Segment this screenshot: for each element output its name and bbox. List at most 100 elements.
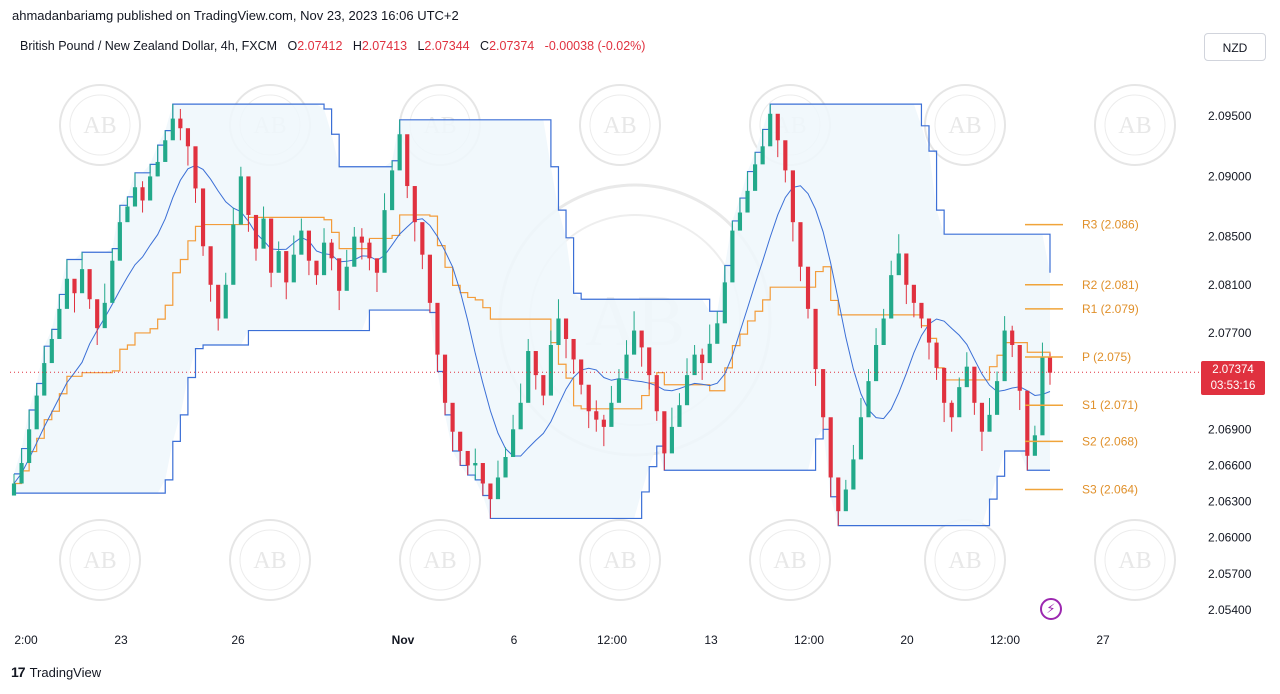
y-tick-label: 2.08100 [1208,278,1252,292]
candle-body [957,387,962,418]
candle-body [662,411,667,454]
candle-body [208,246,213,285]
candle-body [858,417,864,460]
candle-body [178,118,183,129]
candle-body [253,214,259,249]
candle-body [904,253,909,285]
candle-body [1047,357,1053,373]
candle-body [866,381,871,418]
watermark-seal [1094,519,1176,601]
candle-body [503,456,508,478]
candle-body [261,218,266,249]
candle-body [140,187,145,201]
candle-body [337,258,342,291]
candle-body [942,367,947,403]
candle-body [450,402,455,432]
y-tick-label: 2.09000 [1208,169,1252,183]
watermark-seal-inner [69,529,131,591]
watermark-seal-inner [409,529,471,591]
candle-body [276,251,281,273]
candle-body [185,128,191,147]
channel-basis-line [14,214,1051,485]
channel-upper-line [14,103,1051,475]
candle-body [730,230,735,283]
y-tick-label: 2.06900 [1208,422,1252,436]
candle-body [760,146,765,165]
candle-body [526,351,531,403]
moving-average-line [13,164,1051,484]
candle-body [647,347,652,376]
candle-body [949,402,954,418]
x-tick-label: 6 [511,633,518,647]
current-price-tag: 2.07374 03:53:16 [1201,361,1265,395]
candle-body [616,378,622,403]
candle-body [737,212,743,231]
candle-body [805,266,811,309]
candle-body [412,186,417,223]
watermark-text: AB [83,548,116,574]
candle-body [579,359,584,385]
candle-body [783,140,788,171]
candle-body [390,170,395,211]
footer-brand: TradingView [29,664,102,680]
candle-body [382,210,387,273]
candle-body [609,402,614,427]
candle-body [586,384,591,412]
tradingview-logo[interactable]: 17 TradingView [11,664,101,680]
candle-body [246,176,251,215]
pivot-label-r2: R2 (2.081) [1082,278,1139,292]
candle-body [1017,345,1022,391]
currency-button[interactable]: NZD [1204,33,1266,61]
publisher-line: ahmadanbariamg published on TradingView.… [12,8,459,23]
bar-countdown: 03:53:16 [1210,380,1256,392]
candle-body [533,351,538,376]
candle-body [911,284,916,303]
candle-body [541,375,546,396]
watermark-text: AB [1118,113,1151,139]
watermark-text: AB [1118,548,1151,574]
candle-body [216,284,221,319]
candle-body [768,113,773,147]
x-tick-label: 12:00 [597,633,627,647]
candle-body [42,363,47,396]
watermark-text: AB [253,548,286,574]
watermark-seal-inner [934,94,996,156]
lightning-icon[interactable]: ⚡ [1040,598,1062,620]
y-tick-label: 2.06300 [1208,495,1252,509]
candle-body [458,431,463,451]
candle-body [873,345,879,382]
x-tick-label: 23 [114,633,128,647]
candle-body [87,269,92,300]
watermark-seal [59,519,141,601]
candle-body [314,260,319,276]
symbol-name: British Pound / New Zealand Dollar, 4h, … [20,39,278,53]
candle-body [223,284,228,319]
candle-body [170,118,175,141]
candle-body [1032,435,1037,456]
candle-body [632,330,637,355]
watermark-text: AB [423,548,456,574]
candle-body [692,354,697,376]
channel-lower-line [14,309,1050,527]
candle-body [72,278,77,294]
candle-body [284,251,289,283]
pivot-label-s2: S2 (2.068) [1082,434,1138,448]
candle-body [473,463,478,466]
candle-body [117,222,122,261]
candle-body [231,224,236,285]
watermark-seal-inner [934,529,996,591]
candle-body [919,302,924,319]
candle-body [480,463,485,484]
watermark-seal [59,84,141,166]
watermark-text: AB [773,548,806,574]
candle-body [321,242,327,276]
candle-body [359,236,364,243]
candle-body [601,419,606,427]
candle-body [1010,330,1015,345]
candle-body [367,242,372,259]
candle-body [19,463,24,484]
low-label: L [417,39,425,53]
candle-body [465,450,470,466]
candle-body [34,395,39,430]
